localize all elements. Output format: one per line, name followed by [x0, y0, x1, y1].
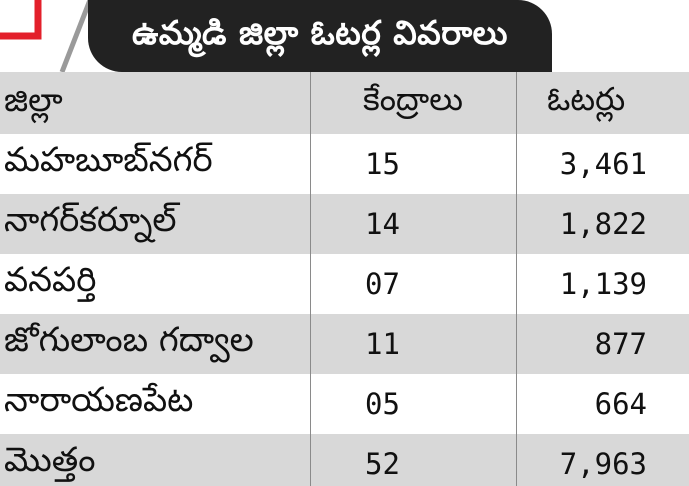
table-row: నాగర్‌కర్నూల్ 14 1,822	[0, 194, 689, 254]
title-banner: ఉమ్మడి జిల్లా ఓటర్ల వివరాలు	[88, 0, 552, 72]
table-row: నారాయణపేట 05 664	[0, 374, 689, 434]
centres-cell: 05	[310, 374, 516, 434]
divider-slash	[56, 0, 96, 72]
header-voters: ఓటర్లు	[516, 72, 689, 134]
total-centres: 52	[310, 434, 516, 486]
total-label: మొత్తం	[4, 440, 96, 480]
page-title: ఉమ్మడి జిల్లా ఓటర్ల వివరాలు	[132, 12, 508, 52]
table-header-row: జిల్లా కేంద్రాలు ఓటర్లు	[0, 72, 689, 134]
district-cell: మహబూబ్‌నగర్	[4, 140, 213, 180]
voters-cell: 877	[516, 314, 689, 374]
district-cell: నాగర్‌కర్నూల్	[4, 200, 177, 240]
centres-cell: 11	[310, 314, 516, 374]
table-row: మహబూబ్‌నగర్ 15 3,461	[0, 134, 689, 194]
header-centres: కేంద్రాలు	[310, 72, 516, 134]
voters-cell: 3,461	[516, 134, 689, 194]
header-district: జిల్లా	[4, 79, 63, 119]
voters-cell: 1,822	[516, 194, 689, 254]
red-corner-mark	[0, 0, 42, 40]
centres-cell: 14	[310, 194, 516, 254]
total-voters: 7,963	[516, 434, 689, 486]
table-total-row: మొత్తం 52 7,963	[0, 434, 689, 486]
district-cell: వనపర్తి	[4, 260, 97, 300]
voters-cell: 664	[516, 374, 689, 434]
table-row: వనపర్తి 07 1,139	[0, 254, 689, 314]
centres-cell: 15	[310, 134, 516, 194]
table-row: జోగులాంబ గద్వాల 11 877	[0, 314, 689, 374]
district-cell: జోగులాంబ గద్వాల	[4, 320, 254, 360]
centres-cell: 07	[310, 254, 516, 314]
district-cell: నారాయణపేట	[4, 380, 194, 420]
voters-cell: 1,139	[516, 254, 689, 314]
voters-table: జిల్లా కేంద్రాలు ఓటర్లు మహబూబ్‌నగర్ 15 3…	[0, 72, 689, 486]
